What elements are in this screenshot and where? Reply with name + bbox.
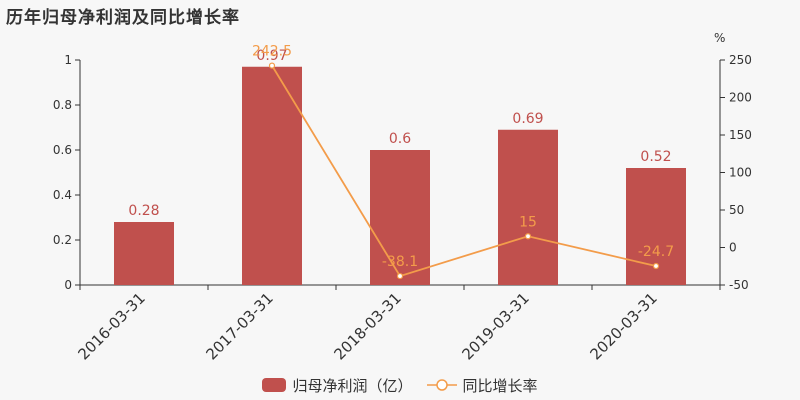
line-point	[268, 62, 276, 69]
line-value-label: -38.1	[382, 254, 418, 270]
legend-line-label: 同比增长率	[462, 376, 538, 395]
right-axis-unit: %	[714, 31, 725, 45]
line-value-label: -24.7	[638, 244, 674, 260]
line-point	[524, 233, 532, 240]
line-layer	[268, 62, 660, 280]
right-tick-label: -50	[729, 278, 749, 292]
bar	[498, 129, 558, 285]
legend-bar-swatch	[262, 378, 287, 392]
right-tick-label: 150	[729, 128, 752, 142]
legend-bar-label: 归母净利润（亿）	[292, 376, 413, 395]
bar-value-label: 0.69	[512, 111, 543, 127]
chart-title: 历年归母净利润及同比增长率	[6, 8, 240, 28]
chart-plot: 0 0.2 0.4 0.6 0.8 1 -50 0 50 100 150 200 250% 2016-03…	[53, 31, 752, 363]
x-tick-label: 2016-03-31	[74, 289, 148, 363]
line-point	[396, 272, 404, 280]
x-tick-label: 2018-03-31	[330, 289, 404, 363]
growth-line	[271, 65, 657, 278]
left-tick-label: 0.8	[53, 98, 72, 112]
labels-layer: 0.28 0.97 0.6 0.69 0.52 242.5 -38.1 15 -24.7	[128, 44, 674, 270]
line-value-label: 242.5	[252, 44, 292, 60]
left-tick-label: 0.6	[53, 143, 72, 157]
right-tick-label: 250	[729, 53, 752, 67]
x-tick-label: 2020-03-31	[586, 289, 660, 363]
legend: 归母净利润（亿） 同比增长率	[0, 372, 800, 398]
right-tick-label: 0	[729, 241, 737, 255]
left-tick-label: 1	[64, 53, 72, 67]
line-point	[652, 262, 660, 270]
x-tick-label: 2017-03-31	[202, 289, 276, 363]
bar	[114, 222, 174, 285]
bar-value-label: 0.6	[389, 131, 411, 147]
legend-item-line[interactable]: 同比增长率	[426, 375, 538, 396]
legend-item-bar[interactable]: 归母净利润（亿）	[262, 375, 413, 396]
left-tick-label: 0.4	[53, 188, 72, 202]
right-tick-label: 100	[729, 166, 752, 180]
bars-layer	[114, 66, 686, 285]
legend-line-swatch	[426, 379, 457, 391]
right-tick-label: 50	[729, 203, 744, 217]
bar-value-label: 0.52	[640, 149, 671, 165]
x-tick-label: 2019-03-31	[458, 289, 532, 363]
bar	[370, 150, 430, 285]
left-tick-label: 0	[64, 278, 72, 292]
bar	[242, 66, 302, 285]
bar-value-label: 0.28	[128, 203, 159, 219]
line-value-label: 15	[519, 214, 537, 230]
left-tick-label: 0.2	[53, 233, 72, 247]
bar-value-label: 0.97	[256, 48, 287, 64]
right-tick-label: 200	[729, 91, 752, 105]
